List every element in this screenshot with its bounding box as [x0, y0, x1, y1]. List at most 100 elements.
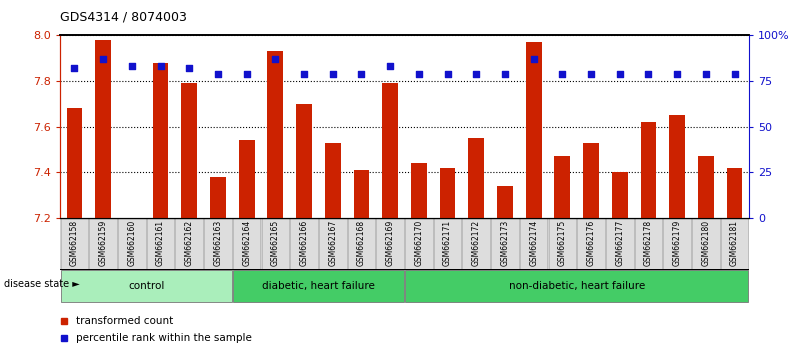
FancyBboxPatch shape [606, 218, 634, 269]
Text: transformed count: transformed count [76, 316, 173, 326]
Bar [95, 40, 111, 218]
FancyBboxPatch shape [61, 218, 88, 269]
Bar [210, 177, 226, 218]
Bar [325, 143, 340, 218]
Point [470, 71, 483, 76]
Text: GSM662181: GSM662181 [730, 221, 739, 266]
Text: GSM662163: GSM662163 [213, 220, 223, 267]
Point [585, 71, 598, 76]
FancyBboxPatch shape [520, 218, 547, 269]
Bar [583, 143, 599, 218]
FancyBboxPatch shape [233, 218, 260, 269]
Bar [525, 42, 541, 218]
Point [642, 71, 655, 76]
Text: GSM662170: GSM662170 [414, 220, 424, 267]
Text: GSM662172: GSM662172 [472, 220, 481, 267]
Point [298, 71, 311, 76]
Bar [670, 115, 685, 218]
Point [556, 71, 569, 76]
Text: diabetic, heart failure: diabetic, heart failure [262, 281, 375, 291]
Point [269, 56, 282, 62]
Text: GSM662167: GSM662167 [328, 220, 337, 267]
FancyBboxPatch shape [118, 218, 146, 269]
FancyBboxPatch shape [462, 218, 490, 269]
FancyBboxPatch shape [434, 218, 461, 269]
Point [97, 56, 110, 62]
Point [699, 71, 712, 76]
FancyBboxPatch shape [634, 218, 662, 269]
FancyBboxPatch shape [405, 270, 748, 302]
Text: GSM662166: GSM662166 [300, 220, 308, 267]
FancyBboxPatch shape [90, 218, 117, 269]
Bar [469, 138, 484, 218]
FancyBboxPatch shape [376, 218, 404, 269]
Point [384, 64, 396, 69]
Text: GSM662180: GSM662180 [702, 220, 710, 267]
Text: GSM662169: GSM662169 [385, 220, 395, 267]
Text: GSM662159: GSM662159 [99, 220, 107, 267]
Bar [181, 83, 197, 218]
Text: GSM662179: GSM662179 [673, 220, 682, 267]
Text: GSM662177: GSM662177 [615, 220, 624, 267]
FancyBboxPatch shape [549, 218, 576, 269]
Point [527, 56, 540, 62]
Text: GSM662174: GSM662174 [529, 220, 538, 267]
Point [154, 64, 167, 69]
Text: GDS4314 / 8074003: GDS4314 / 8074003 [60, 11, 187, 24]
Text: GSM662160: GSM662160 [127, 220, 136, 267]
FancyBboxPatch shape [147, 218, 175, 269]
Bar [268, 51, 284, 218]
Bar [727, 167, 743, 218]
Text: GSM662164: GSM662164 [242, 220, 252, 267]
Bar [698, 156, 714, 218]
Text: GSM662165: GSM662165 [271, 220, 280, 267]
Bar [612, 172, 628, 218]
Text: GSM662171: GSM662171 [443, 220, 452, 267]
Point [68, 65, 81, 71]
Point [355, 71, 368, 76]
FancyBboxPatch shape [491, 218, 519, 269]
Text: GSM662158: GSM662158 [70, 220, 79, 267]
Point [441, 71, 454, 76]
Point [326, 71, 339, 76]
Bar [411, 163, 427, 218]
Bar [497, 186, 513, 218]
Bar [440, 167, 456, 218]
Point [240, 71, 253, 76]
Bar [382, 83, 398, 218]
Point [183, 65, 195, 71]
Point [614, 71, 626, 76]
Point [498, 71, 511, 76]
Bar [353, 170, 369, 218]
Bar [641, 122, 656, 218]
FancyBboxPatch shape [663, 218, 691, 269]
Text: GSM662178: GSM662178 [644, 220, 653, 267]
FancyBboxPatch shape [692, 218, 719, 269]
Text: percentile rank within the sample: percentile rank within the sample [76, 333, 252, 343]
Point [728, 71, 741, 76]
FancyBboxPatch shape [175, 218, 203, 269]
Bar [554, 156, 570, 218]
Bar [153, 63, 168, 218]
FancyBboxPatch shape [233, 270, 404, 302]
Text: GSM662175: GSM662175 [557, 220, 567, 267]
FancyBboxPatch shape [204, 218, 231, 269]
Bar [66, 108, 83, 218]
Text: GSM662161: GSM662161 [156, 220, 165, 267]
Bar [239, 140, 255, 218]
Text: GSM662168: GSM662168 [357, 220, 366, 267]
FancyBboxPatch shape [290, 218, 318, 269]
Text: disease state ►: disease state ► [4, 279, 80, 289]
Text: control: control [128, 281, 164, 291]
Point [211, 71, 224, 76]
FancyBboxPatch shape [319, 218, 347, 269]
Text: GSM662173: GSM662173 [501, 220, 509, 267]
Point [670, 71, 683, 76]
Text: GSM662162: GSM662162 [185, 220, 194, 267]
Point [413, 71, 425, 76]
Text: non-diabetic, heart failure: non-diabetic, heart failure [509, 281, 645, 291]
FancyBboxPatch shape [61, 270, 231, 302]
FancyBboxPatch shape [405, 218, 433, 269]
Bar [296, 104, 312, 218]
FancyBboxPatch shape [578, 218, 605, 269]
